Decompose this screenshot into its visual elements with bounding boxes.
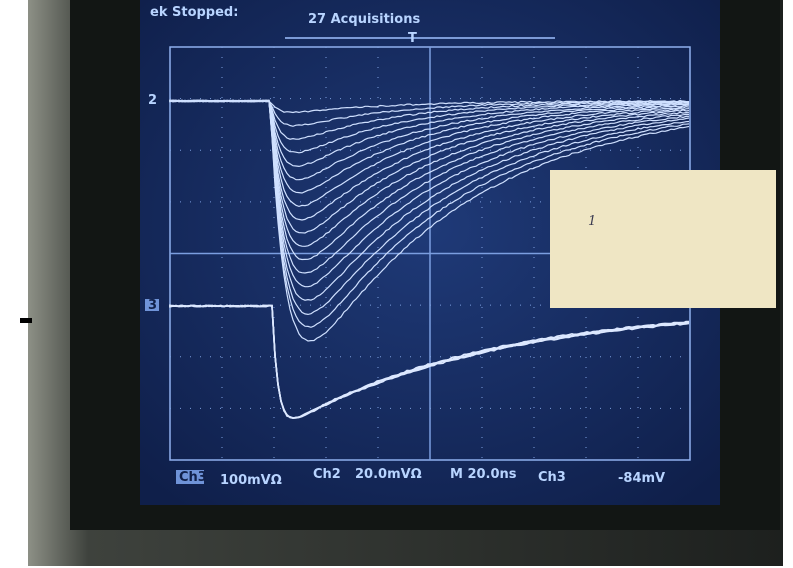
acquisitions: 27 Acquisitions	[308, 12, 420, 27]
readout-ch2-scale: 20.0mVΩ	[355, 467, 422, 482]
readout-trigger-level: -84mV	[618, 471, 665, 486]
trigger-marker: T	[408, 31, 417, 46]
scope-photo: ek Stopped: 27 Acquisitions T 2 3 Ch3 10…	[0, 0, 793, 568]
paper-note	[550, 170, 776, 308]
readout-scale: 100mVΩ	[220, 473, 282, 488]
readout-trigger-source: Ch3	[538, 470, 566, 485]
channel-marker: 3	[148, 298, 157, 313]
readout-ch: Ch3	[179, 470, 207, 485]
readout-timebase: M 20.0ns	[450, 467, 517, 482]
status: ek Stopped:	[150, 5, 238, 20]
readout-ch2: Ch2	[313, 467, 341, 482]
note-text: 1	[588, 214, 596, 229]
channel-marker: 2	[148, 93, 157, 108]
mark	[20, 318, 32, 323]
